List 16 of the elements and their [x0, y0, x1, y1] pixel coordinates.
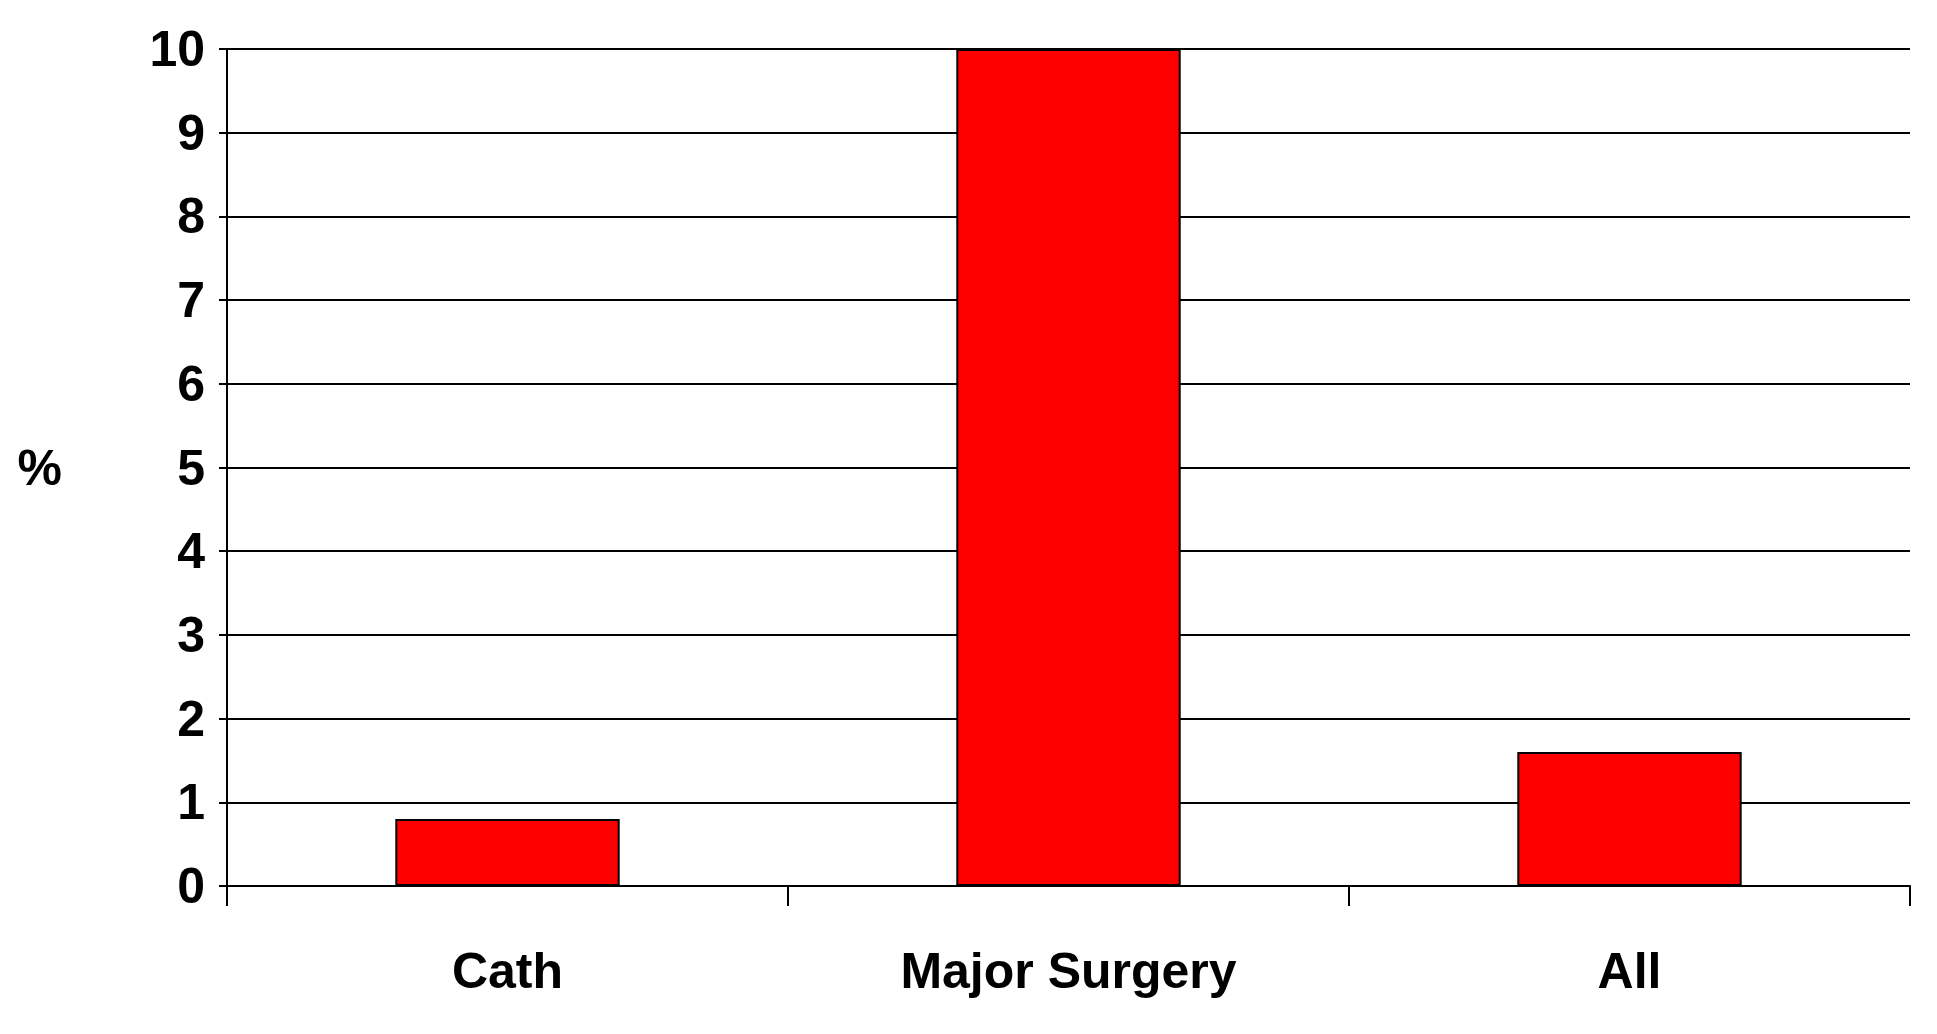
y-tick-label: 7 — [177, 272, 205, 329]
y-tick-label: 9 — [177, 104, 205, 161]
x-tick-label: Major Surgery — [900, 943, 1237, 999]
y-tick-label: 8 — [177, 188, 205, 245]
bar — [395, 819, 620, 886]
y-tick-label: 5 — [177, 439, 205, 496]
y-tick-label: 4 — [177, 523, 206, 580]
y-tick-label: 6 — [177, 355, 205, 412]
y-tick-label: 10 — [149, 21, 205, 77]
y-axis-title: % — [17, 439, 62, 496]
y-tick-label: 3 — [177, 606, 205, 663]
x-tick-label: Cath — [451, 943, 564, 999]
y-tick-label: 1 — [177, 774, 205, 831]
y-tick-label: 2 — [177, 690, 205, 747]
x-tick-label: All — [1597, 943, 1662, 999]
y-tick-label: 0 — [177, 858, 205, 914]
